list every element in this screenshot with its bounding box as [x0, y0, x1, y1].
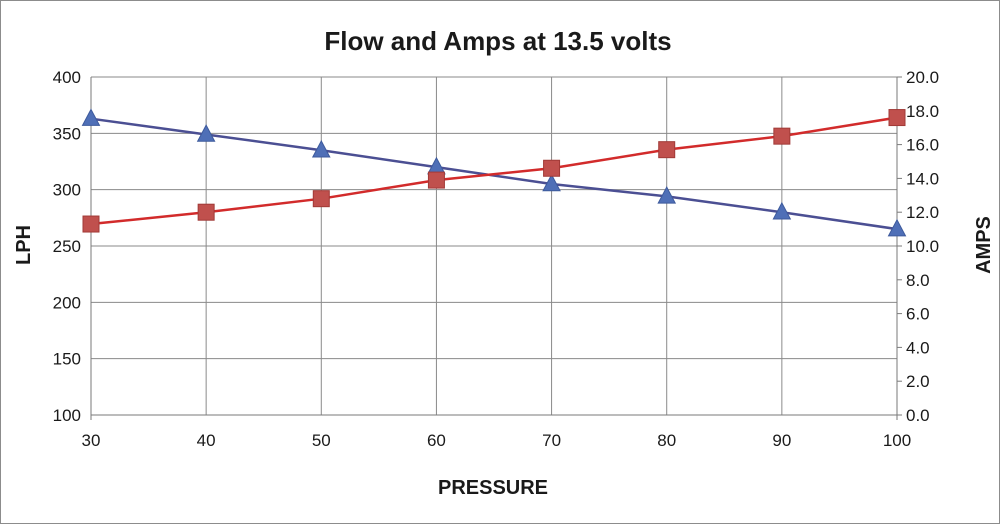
- square-point: [543, 159, 561, 177]
- x-tick-label: 70: [542, 431, 561, 450]
- square-point: [427, 171, 445, 189]
- left-tick-label: 300: [53, 181, 81, 200]
- triangle-point: [887, 218, 907, 237]
- right-tick-label: 4.0: [906, 338, 930, 357]
- left-tick-label: 100: [53, 406, 81, 425]
- right-tick-label: 2.0: [906, 372, 930, 391]
- x-tick-label: 40: [197, 431, 216, 450]
- left-tick-label: 250: [53, 237, 81, 256]
- right-tick-label: 14.0: [906, 169, 939, 188]
- series-line: [90, 117, 898, 231]
- triangle-point: [542, 173, 561, 192]
- series-amps: [82, 109, 906, 233]
- x-axis-label: PRESSURE: [438, 477, 548, 499]
- square-point: [658, 141, 676, 159]
- y-axis-label: LPH: [13, 225, 35, 265]
- triangle-point: [311, 139, 331, 158]
- y2-axis-label: AMPS: [973, 216, 995, 274]
- right-tick-label: 16.0: [906, 136, 939, 155]
- square-point: [773, 127, 791, 145]
- right-axis-ticks: 0.0 2.0 4.0 6.0 8.0 10.0 12.0 14.0 16.0 18.0 20.0: [897, 68, 939, 425]
- square-point: [82, 215, 100, 233]
- left-tick-label: 350: [53, 124, 81, 143]
- x-tick-label: 30: [82, 431, 101, 450]
- right-tick-label: 20.0: [906, 68, 939, 87]
- series-layer: [81, 108, 907, 237]
- left-axis-ticks: 100 150 200 250 300 350 400: [53, 68, 81, 425]
- right-tick-label: 0.0: [906, 406, 930, 425]
- right-tick-label: 12.0: [906, 203, 939, 222]
- right-tick-label: 18.0: [906, 102, 939, 121]
- left-tick-label: 200: [53, 293, 81, 312]
- left-tick-label: 400: [53, 68, 81, 87]
- x-tick-label: 100: [883, 431, 911, 450]
- x-tick-label: 90: [772, 431, 791, 450]
- triangle-point: [772, 201, 792, 220]
- left-tick-label: 150: [53, 350, 81, 369]
- square-point: [197, 203, 215, 221]
- series-line: [90, 116, 898, 226]
- triangle-point: [81, 108, 101, 126]
- x-tick-label: 60: [427, 431, 446, 450]
- triangle-point: [196, 124, 216, 142]
- x-tick-label: 50: [312, 431, 331, 450]
- right-tick-label: 6.0: [906, 305, 930, 324]
- right-tick-label: 10.0: [906, 237, 939, 256]
- x-tick-label: 80: [657, 431, 676, 450]
- x-axis-ticks: 30 40 50 60 70 80 90 100: [82, 431, 912, 450]
- square-point: [888, 109, 906, 127]
- right-tick-label: 8.0: [906, 271, 930, 290]
- square-point: [312, 190, 330, 208]
- triangle-point: [657, 186, 677, 204]
- chart-title: Flow and Amps at 13.5 volts: [324, 26, 671, 56]
